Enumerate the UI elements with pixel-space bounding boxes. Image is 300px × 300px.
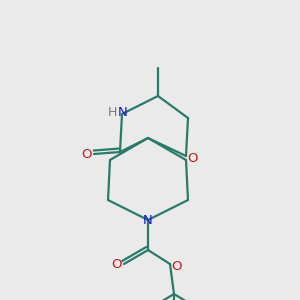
Text: O: O	[187, 152, 197, 164]
Text: O: O	[172, 260, 182, 272]
Text: H: H	[107, 106, 117, 119]
Text: N: N	[143, 214, 153, 227]
Text: O: O	[111, 259, 121, 272]
Text: N: N	[118, 106, 128, 119]
Text: O: O	[82, 148, 92, 161]
